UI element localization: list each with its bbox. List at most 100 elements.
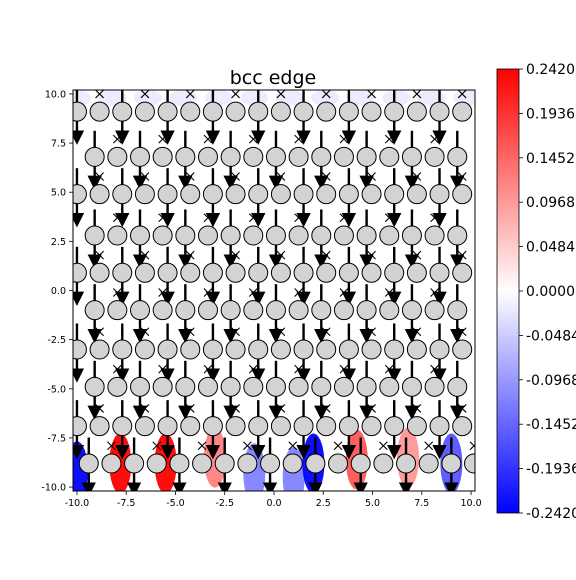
atom — [379, 146, 400, 167]
small-arrow — [333, 441, 343, 451]
small-arrow — [276, 90, 286, 99]
y-axis: 10.0 7.5 5.0 2.5 0.0 -2.5 -5.0 -7.5 -10.0 — [41, 89, 73, 494]
atom — [248, 416, 269, 437]
colorbar-tick-label: 0.0484 — [526, 240, 575, 256]
atom — [447, 225, 468, 246]
atom — [424, 376, 445, 397]
atom — [157, 416, 178, 437]
atom — [384, 339, 405, 360]
atom — [157, 184, 178, 205]
atom — [237, 453, 258, 474]
colorbar-tick-label: 0.1452 — [526, 151, 575, 167]
atom — [406, 184, 427, 205]
colorbar-tick-label: -0.0968 — [526, 373, 576, 389]
colorbar-tick-label: -0.2420 — [526, 506, 576, 522]
small-arrow — [140, 90, 150, 99]
x-tick-label: 5.0 — [365, 498, 380, 509]
atom — [396, 453, 417, 474]
atom — [112, 339, 133, 360]
atom — [293, 262, 314, 283]
atom — [248, 101, 269, 122]
atom — [311, 376, 332, 397]
y-tick-label: -2.5 — [47, 335, 66, 346]
atom — [73, 101, 87, 122]
atom — [270, 339, 291, 360]
atom — [112, 262, 133, 283]
atom — [270, 101, 291, 122]
colorbar-tick-label: -0.0484 — [526, 328, 576, 344]
x-tick-label: 10.0 — [460, 498, 481, 509]
atom — [418, 453, 439, 474]
atom — [225, 339, 246, 360]
colorbar — [496, 68, 520, 514]
atom — [406, 339, 427, 360]
x-tick-label: -7.5 — [117, 498, 136, 509]
small-arrow — [95, 90, 104, 99]
atom — [130, 225, 150, 246]
atom — [243, 376, 264, 397]
atom — [328, 453, 349, 474]
atom — [356, 225, 377, 246]
atom — [265, 146, 286, 167]
atom — [225, 416, 246, 437]
atom — [452, 416, 473, 437]
atom — [134, 262, 155, 283]
x-tick-label: 7.5 — [414, 498, 429, 509]
atom — [305, 453, 326, 474]
atom — [134, 101, 155, 122]
atom — [338, 184, 359, 205]
atom — [157, 101, 178, 122]
small-arrow — [197, 441, 207, 451]
atom — [464, 453, 475, 474]
atom — [288, 376, 309, 397]
y-tick-label: -10.0 — [41, 483, 66, 494]
atom — [243, 225, 264, 246]
atom — [447, 300, 468, 321]
atom — [401, 146, 422, 167]
small-arrow — [469, 444, 475, 451]
atom — [429, 262, 450, 283]
atom — [107, 300, 128, 321]
atom — [293, 184, 314, 205]
atom — [384, 184, 405, 205]
y-tick-label: 10.0 — [45, 89, 66, 100]
atom — [406, 416, 427, 437]
y-tick-label: 0.0 — [51, 286, 66, 297]
atom — [311, 146, 332, 167]
atom — [220, 376, 241, 397]
atom — [73, 262, 87, 283]
atom — [134, 416, 155, 437]
atom — [73, 416, 87, 437]
atom — [311, 225, 332, 246]
atom — [248, 184, 269, 205]
atom — [130, 376, 150, 397]
atom — [361, 262, 382, 283]
atom — [401, 300, 422, 321]
atom — [316, 262, 337, 283]
atom — [379, 376, 400, 397]
atom — [361, 416, 382, 437]
field-hotspot — [382, 90, 411, 106]
atom — [338, 339, 359, 360]
atom — [379, 225, 400, 246]
atom — [338, 416, 359, 437]
small-arrow — [412, 90, 422, 99]
atom — [270, 416, 291, 437]
atom — [202, 262, 223, 283]
atom — [175, 146, 196, 167]
atom — [112, 101, 133, 122]
atom — [107, 146, 128, 167]
x-tick-label: -5.0 — [166, 498, 185, 509]
atom — [180, 339, 201, 360]
atom — [84, 146, 105, 167]
atom — [130, 146, 150, 167]
atom — [316, 416, 337, 437]
atom — [73, 184, 87, 205]
atom — [452, 339, 473, 360]
atom — [225, 262, 246, 283]
x-tick-label: -10.0 — [65, 498, 90, 509]
atom — [333, 225, 354, 246]
small-arrow — [367, 90, 376, 99]
atom — [429, 101, 450, 122]
atom — [288, 225, 309, 246]
